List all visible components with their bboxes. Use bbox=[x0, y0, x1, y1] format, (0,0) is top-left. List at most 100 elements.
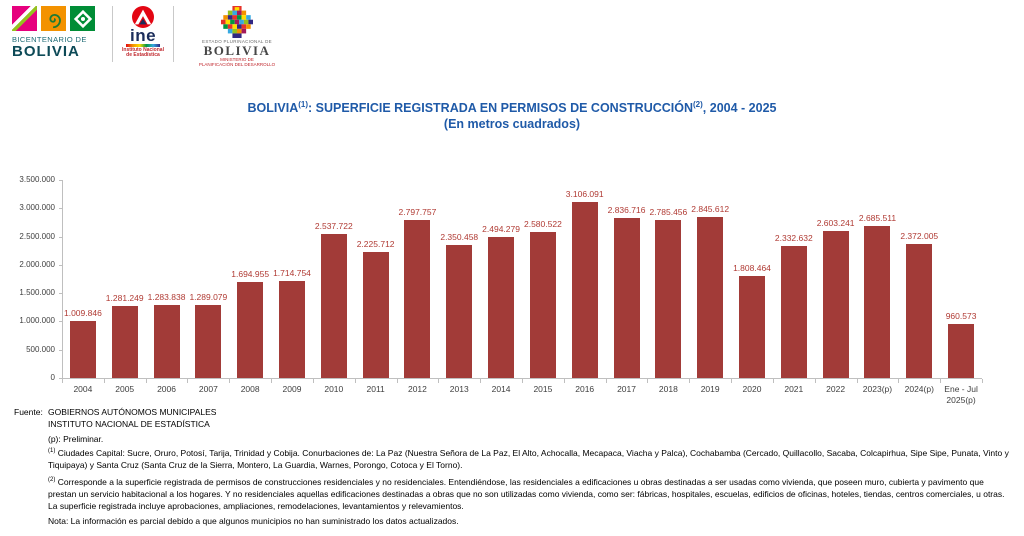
bicentenario-logo: BICENTENARIO DE BOLIVIA bbox=[12, 6, 104, 59]
bar-value-label: 2.785.456 bbox=[649, 207, 688, 217]
ine-logo: ine Instituto Nacional de Estadística bbox=[121, 6, 165, 59]
bar-value-label: 2.845.612 bbox=[691, 204, 730, 214]
preliminar-note: (p): Preliminar. bbox=[48, 434, 104, 444]
x-tick bbox=[940, 379, 942, 383]
x-tick bbox=[62, 379, 63, 383]
x-category-label: 2024(p) bbox=[904, 384, 934, 394]
x-category-label: 2012 bbox=[407, 384, 427, 394]
bar-value-label: 1.808.464 bbox=[733, 263, 771, 273]
ine-subtitle-line2: de Estadística bbox=[126, 52, 160, 58]
x-tick bbox=[522, 379, 523, 383]
bar-value-label: 2.685.511 bbox=[858, 213, 897, 223]
x-tick bbox=[982, 379, 983, 383]
bar bbox=[571, 202, 598, 378]
plurinational-emblem-icon bbox=[182, 6, 292, 38]
x-category-label: 2022 bbox=[826, 384, 846, 394]
estado-plurinacional-label: ESTADO PLURINACIONAL DE bbox=[202, 39, 272, 44]
chart-subtitle: (En metros cuadrados) bbox=[443, 117, 581, 132]
y-tick bbox=[59, 349, 62, 351]
bar bbox=[655, 220, 682, 378]
ministerio-logo: ESTADO PLURINACIONAL DE BOLIVIA MINISTER… bbox=[182, 6, 292, 67]
y-tick-label: 1.000.000 bbox=[19, 316, 55, 326]
bar bbox=[153, 305, 180, 378]
x-tick bbox=[772, 379, 774, 383]
y-tick bbox=[59, 180, 62, 181]
ine-wordmark: ine bbox=[129, 26, 157, 45]
mountain-icon bbox=[132, 6, 154, 28]
y-tick-label: 3.000.000 bbox=[19, 203, 55, 213]
bar-value-label: 2.797.757 bbox=[398, 207, 437, 217]
bar-value-label: 2.836.716 bbox=[607, 205, 646, 215]
x-category-label: 2019 bbox=[700, 384, 720, 394]
bar-value-label: 3.106.091 bbox=[565, 189, 604, 199]
x-category-label: 2013 bbox=[449, 384, 469, 394]
x-tick bbox=[689, 379, 691, 383]
x-tick bbox=[187, 379, 189, 383]
bar bbox=[69, 321, 96, 378]
x-tick bbox=[605, 379, 607, 383]
bar-value-label: 1.289.079 bbox=[189, 292, 228, 302]
bar-chart: 0 500.000 1.000.000 1.500.000 2.000.000 2.500… bbox=[0, 165, 1024, 407]
x-category-label: 2020 bbox=[742, 384, 762, 394]
x-tick bbox=[145, 379, 147, 383]
bar bbox=[111, 306, 138, 378]
x-tick bbox=[731, 379, 733, 383]
x-tick bbox=[647, 379, 649, 383]
bar bbox=[362, 252, 389, 378]
rainbow-bar-icon bbox=[126, 44, 160, 47]
bar bbox=[320, 234, 347, 378]
y-tick-label: 1.500.000 bbox=[19, 288, 55, 298]
y-tick-label: 2.500.000 bbox=[19, 231, 55, 241]
footnote-2: (2) Corresponde a la superficie registra… bbox=[48, 476, 1005, 511]
x-category-label: 2017 bbox=[617, 384, 636, 394]
x-tick bbox=[354, 379, 356, 383]
bar bbox=[739, 276, 765, 378]
bar-value-label: 1.714.754 bbox=[273, 268, 311, 278]
x-category-label: 2004 bbox=[73, 384, 93, 394]
bar bbox=[780, 246, 807, 378]
chart-title: BOLIVIA(1): SUPERFICIE REGISTRADA EN PER… bbox=[0, 97, 1024, 132]
x-category-label: 2021 bbox=[784, 384, 804, 394]
nota-line: Nota: La información es parcial debido a… bbox=[48, 515, 459, 526]
header-divider-2 bbox=[173, 6, 174, 62]
y-tick-label: 0 bbox=[50, 373, 55, 382]
bar-value-label: 2.580.522 bbox=[523, 219, 562, 229]
x-category-label: 2016 bbox=[575, 384, 595, 394]
bar-value-label: 1.283.838 bbox=[147, 292, 186, 302]
zigzag-tile-icon bbox=[12, 6, 37, 31]
header-divider bbox=[112, 6, 113, 62]
x-category-label: 2007 bbox=[198, 384, 218, 394]
ine-subtitle: Instituto Nacional de Estadística bbox=[121, 47, 165, 59]
bar-value-label: 2.225.712 bbox=[356, 239, 395, 249]
y-tick bbox=[59, 293, 62, 295]
x-tick bbox=[898, 379, 900, 383]
source-value-1: GOBIERNOS AUTÓNOMOS MUNICIPALES bbox=[48, 407, 217, 417]
y-axis-line bbox=[62, 180, 63, 379]
source-value-2: INSTITUTO NACIONAL DE ESTADÍSTICA bbox=[48, 419, 210, 429]
x-tick bbox=[271, 379, 273, 383]
source-line: Fuente: GOBIERNOS AUTÓNOMOS MUNICIPALES bbox=[14, 406, 1012, 418]
bar bbox=[697, 217, 724, 378]
y-tick bbox=[59, 236, 62, 238]
header-logos: BICENTENARIO DE BOLIVIA ine Instituto Na… bbox=[12, 6, 292, 68]
bar bbox=[488, 237, 515, 378]
x-tick bbox=[814, 379, 816, 383]
x-category-label: 2014 bbox=[491, 384, 511, 394]
bicentenario-label: BICENTENARIO DE bbox=[12, 35, 87, 44]
x-tick bbox=[563, 379, 565, 383]
ministerio-subtitle-line2: PLANIFICACIÓN DEL DESARROLLO bbox=[198, 62, 276, 67]
bar-value-label: 2.350.458 bbox=[440, 232, 479, 242]
x-category-label: 2010 bbox=[324, 384, 344, 394]
ministerio-subtitle-line1: MINISTERIO DE bbox=[220, 57, 254, 62]
x-tick bbox=[480, 379, 482, 383]
diamond-icon bbox=[70, 6, 95, 31]
bar bbox=[906, 244, 933, 378]
footer-notes: Fuente: GOBIERNOS AUTÓNOMOS MUNICIPALES … bbox=[14, 406, 1012, 527]
bar-value-label: 1.694.955 bbox=[231, 269, 270, 279]
bar-value-label: 2.372.005 bbox=[900, 231, 939, 241]
bar bbox=[404, 220, 431, 378]
y-tick-label: 500.000 bbox=[26, 344, 55, 354]
bar bbox=[279, 281, 305, 378]
bar-value-label: 1.009.846 bbox=[63, 308, 102, 318]
x-tick bbox=[396, 379, 398, 383]
